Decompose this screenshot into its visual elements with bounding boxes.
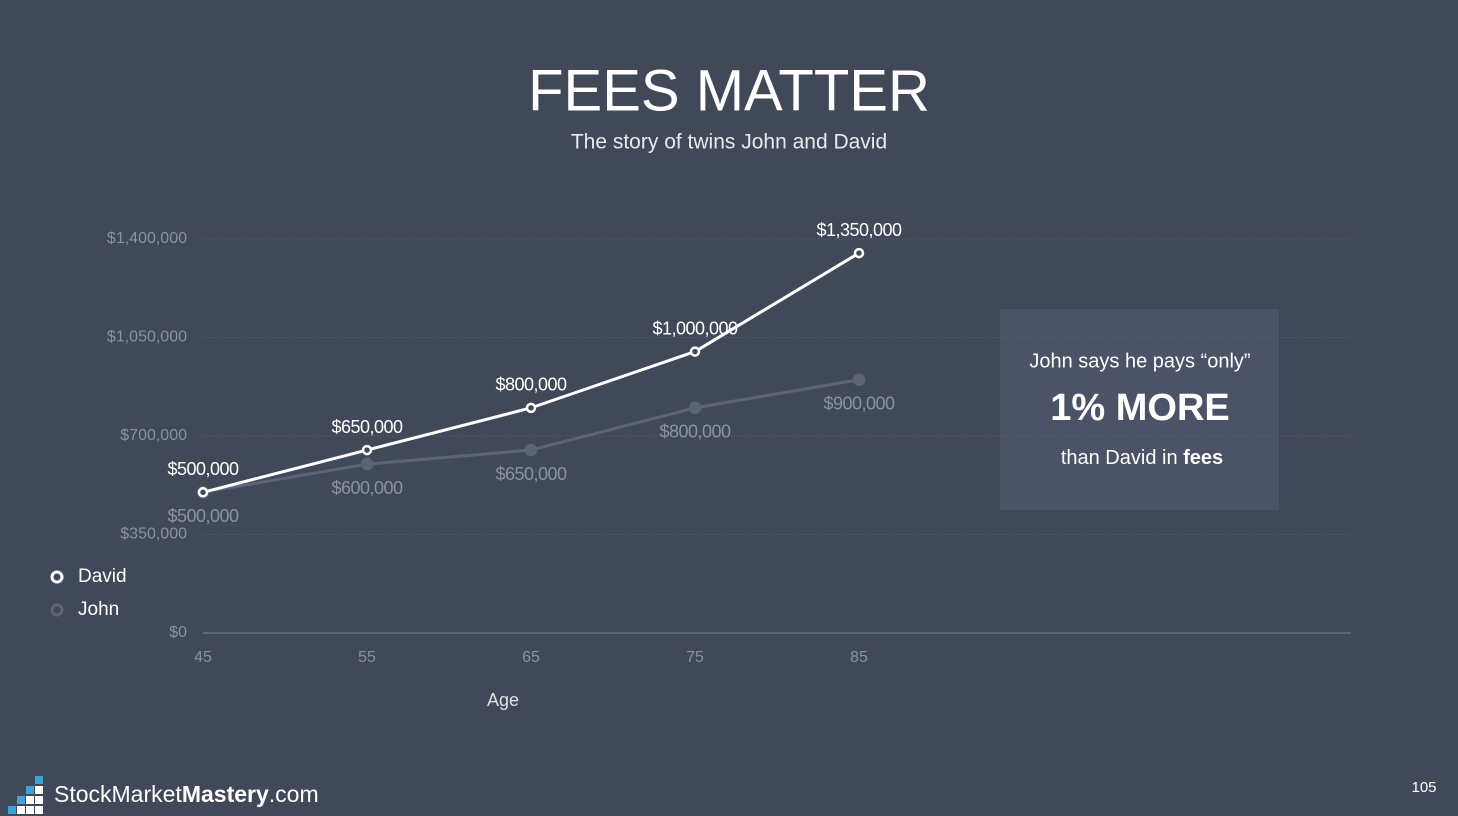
data-label: $650,000	[495, 464, 567, 484]
data-label: $500,000	[167, 506, 239, 526]
x-tick-label: 65	[522, 649, 540, 666]
page-number: 105	[1411, 779, 1436, 796]
y-tick-label: $1,050,000	[107, 329, 187, 346]
callout-emphasis: fees	[1183, 447, 1223, 469]
callout-text: than David in fees	[1061, 447, 1223, 469]
data-label: $800,000	[495, 375, 567, 395]
data-point	[853, 247, 865, 259]
x-tick-label: 75	[686, 649, 704, 666]
y-tick-label: $350,000	[120, 526, 187, 543]
legend-marker	[50, 603, 64, 617]
data-label: $1,000,000	[652, 318, 738, 338]
x-tick-label: 45	[194, 649, 212, 666]
logo-text: Mastery	[182, 781, 269, 807]
data-point	[689, 346, 701, 357]
logo-text: StockMarketMastery.com	[54, 781, 319, 807]
logo-text: StockMarket	[54, 781, 182, 807]
y-tick-label: $0	[169, 624, 187, 641]
legend-marker	[50, 570, 64, 584]
chart-title: FEES MATTER	[528, 58, 930, 123]
data-point	[525, 402, 537, 414]
data-label: $600,000	[331, 478, 403, 498]
y-tick-label: $700,000	[120, 427, 187, 444]
data-label: $1,350,000	[816, 220, 902, 240]
callout-text: than David in	[1061, 447, 1183, 469]
legend-label: David	[78, 566, 127, 587]
data-label: $900,000	[823, 393, 895, 413]
callout-text: John says he pays “only”	[1029, 350, 1250, 372]
chart-subtitle: The story of twins John and David	[571, 131, 887, 154]
data-label: $500,000	[167, 459, 239, 479]
data-point	[361, 444, 373, 456]
logo-icon	[8, 776, 43, 814]
data-point	[197, 487, 209, 498]
x-axis-label: Age	[487, 690, 519, 710]
callout-headline: 1% MORE	[1050, 387, 1229, 429]
x-tick-label: 85	[850, 649, 868, 666]
data-label: $800,000	[659, 422, 731, 442]
x-tick-label: 55	[358, 649, 376, 666]
data-point	[524, 443, 538, 457]
y-tick-label: $1,400,000	[107, 230, 187, 247]
data-label: $650,000	[331, 417, 403, 437]
data-point	[688, 401, 702, 415]
legend-label: John	[78, 599, 119, 620]
logo-text: .com	[269, 781, 319, 807]
callout-box	[1000, 309, 1279, 510]
data-point	[360, 457, 374, 471]
data-point	[852, 373, 866, 386]
